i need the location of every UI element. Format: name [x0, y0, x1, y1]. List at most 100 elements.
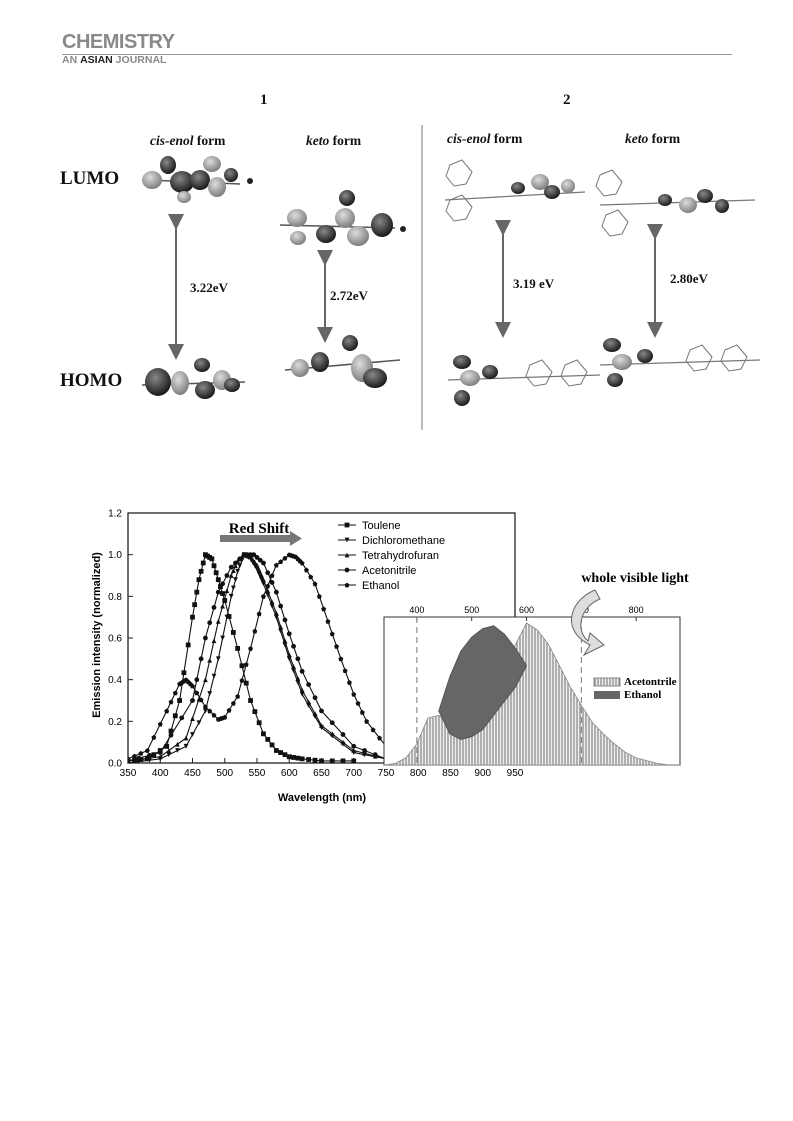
data-point	[291, 643, 296, 649]
data-point	[211, 673, 217, 679]
inset-x-tick-label: 400	[409, 605, 424, 615]
data-point	[177, 698, 182, 703]
journal-header: CHEMISTRY AN ASIAN JOURNAL	[62, 32, 175, 66]
data-point	[194, 677, 200, 683]
legend-label: Acetonitrile	[362, 565, 416, 577]
data-point	[215, 589, 221, 595]
data-point	[207, 620, 213, 626]
data-point	[175, 741, 180, 747]
data-point	[306, 757, 311, 762]
data-point	[362, 750, 367, 756]
data-point	[243, 661, 249, 667]
data-point	[257, 557, 263, 563]
x-tick-label: 750	[378, 768, 395, 779]
data-point	[282, 752, 288, 758]
data-point	[252, 628, 258, 634]
curved-arrow-icon	[571, 589, 605, 657]
cis-enol-italic: cis-enol	[447, 131, 491, 146]
red-shift-annotation: Red Shift	[229, 521, 289, 537]
data-point	[269, 580, 275, 585]
data-point	[347, 680, 352, 685]
data-point	[295, 675, 301, 681]
keto-form-label-1: keto form	[306, 133, 361, 149]
data-point	[351, 743, 357, 749]
data-point	[179, 715, 185, 721]
data-point	[190, 683, 195, 689]
data-point	[325, 618, 331, 624]
data-point	[329, 758, 335, 763]
gap-label-2: 2.72eV	[330, 288, 368, 303]
data-point	[198, 568, 204, 574]
x-tick-label: 950	[507, 768, 524, 779]
lumo-label: LUMO	[60, 168, 120, 189]
data-point	[261, 577, 266, 583]
data-point	[220, 581, 226, 587]
data-point	[239, 663, 245, 669]
x-tick-label: 900	[474, 768, 491, 779]
data-point	[269, 599, 275, 605]
data-point	[230, 700, 236, 706]
data-point	[220, 635, 225, 641]
data-point	[273, 562, 279, 568]
data-point	[351, 748, 357, 753]
data-point	[228, 573, 234, 578]
data-point	[196, 577, 202, 583]
data-point	[282, 555, 288, 561]
data-point	[340, 758, 346, 763]
data-point	[224, 614, 230, 620]
data-point	[172, 713, 178, 719]
data-point	[147, 755, 152, 761]
legend-label: Dichloromethane	[362, 535, 445, 547]
data-point	[286, 652, 292, 658]
data-point	[338, 656, 344, 662]
data-point	[304, 567, 309, 573]
data-point	[185, 642, 191, 648]
data-point	[183, 743, 189, 749]
data-point	[215, 656, 221, 662]
series-line	[128, 553, 354, 762]
data-point	[273, 748, 279, 753]
data-point	[224, 573, 230, 578]
inset-legend-label: Ethanol	[624, 689, 661, 701]
form-suffix: form	[193, 133, 226, 148]
data-point	[194, 589, 200, 595]
red-shift-arrowhead	[290, 531, 302, 546]
inset-legend-swatch	[594, 691, 620, 699]
data-point	[138, 750, 144, 756]
data-point	[329, 731, 335, 737]
data-point	[319, 708, 324, 714]
data-point	[218, 584, 223, 590]
orbital-2-cis-homo	[447, 355, 601, 406]
data-point	[203, 677, 208, 683]
data-point	[299, 687, 305, 693]
inset-series-ethanol	[438, 625, 528, 740]
data-point	[157, 754, 163, 760]
data-point	[319, 723, 324, 728]
data-point	[265, 570, 271, 576]
data-point	[344, 552, 350, 558]
orbital-2-keto-lumo	[595, 169, 756, 237]
data-point	[286, 754, 292, 760]
main-plot-area: 350 400 450 500 550 600 650 700 750 800 850 900 950 0…	[108, 509, 524, 780]
series-acetonitrile	[128, 552, 389, 763]
data-point	[239, 677, 245, 683]
data-point	[211, 712, 217, 718]
x-tick-label: 450	[184, 768, 201, 779]
data-point	[243, 680, 249, 686]
data-point	[278, 559, 284, 565]
inset-legend-swatch	[593, 677, 621, 687]
data-point	[278, 624, 284, 630]
data-point	[248, 646, 253, 651]
data-point	[250, 557, 256, 562]
data-point	[181, 670, 187, 676]
data-point	[312, 695, 318, 701]
inset-legend-label: Acetontrile	[624, 676, 677, 688]
x-tick-label: 500	[216, 768, 233, 779]
data-point	[370, 727, 376, 733]
data-point	[207, 708, 213, 714]
data-point	[278, 750, 284, 755]
form-suffix: form	[648, 131, 681, 146]
journal-sub-bold: ASIAN	[80, 54, 113, 66]
legend-label: Tetrahydrofuran	[362, 550, 439, 562]
data-point	[273, 589, 279, 595]
